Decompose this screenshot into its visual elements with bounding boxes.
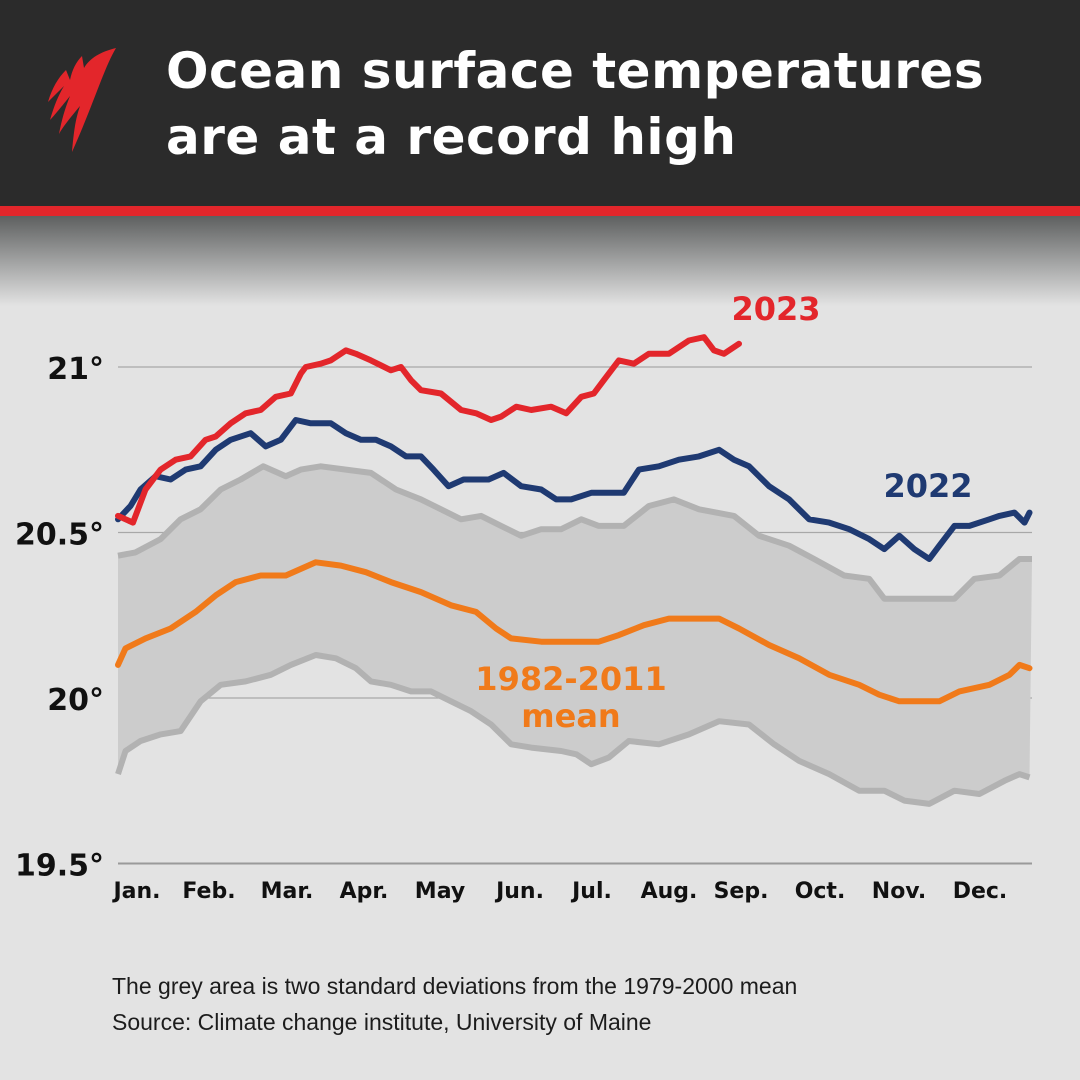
x-tick-label: Jun. [494,879,544,904]
x-tick-label: Aug. [641,879,698,904]
title-line-1: Ocean surface temperatures [166,42,985,100]
footer: The grey area is two standard deviations… [112,968,797,1040]
page-title: Ocean surface temperatures are at a reco… [166,38,984,170]
title-line-2: are at a record high [166,108,737,166]
x-tick-label: Mar. [261,879,314,904]
header-fade [0,216,1080,306]
label-mean-line1: 1982-2011 [475,660,666,698]
x-tick-label: Oct. [795,879,846,904]
label-mean-line2: mean [521,697,620,735]
x-tick-label: Feb. [182,879,235,904]
x-tick-label: Sep. [714,879,769,904]
band-upper-line [117,463,1032,602]
band-lower-line [115,652,1031,807]
y-tick-label: 21° [47,352,104,387]
y-tick-label: 19.5° [15,849,104,884]
x-tick-label: Nov. [872,879,926,904]
std-dev-band [118,466,1032,804]
x-tick-label: Jan. [111,879,160,904]
series-line-2023 [115,334,742,526]
label-2023: 2023 [731,290,820,328]
x-tick-label: Jul. [570,879,612,904]
accent-stripe [0,206,1080,216]
x-tick-label: Apr. [340,879,389,904]
series-line-2022 [115,417,1033,562]
source: Source: Climate change institute, Univer… [112,1009,652,1035]
y-tick-label: 20.5° [15,518,104,553]
footnote: The grey area is two standard deviations… [112,973,798,999]
y-tick-label: 20° [47,683,104,718]
header-bar: Ocean surface temperatures are at a reco… [0,0,1080,206]
label-2022: 2022 [883,467,972,505]
series-line-1982-2011-mean [115,559,1033,705]
x-tick-label: May [415,879,465,904]
x-tick-label: Dec. [953,879,1008,904]
sbs-logo-icon [48,48,116,152]
